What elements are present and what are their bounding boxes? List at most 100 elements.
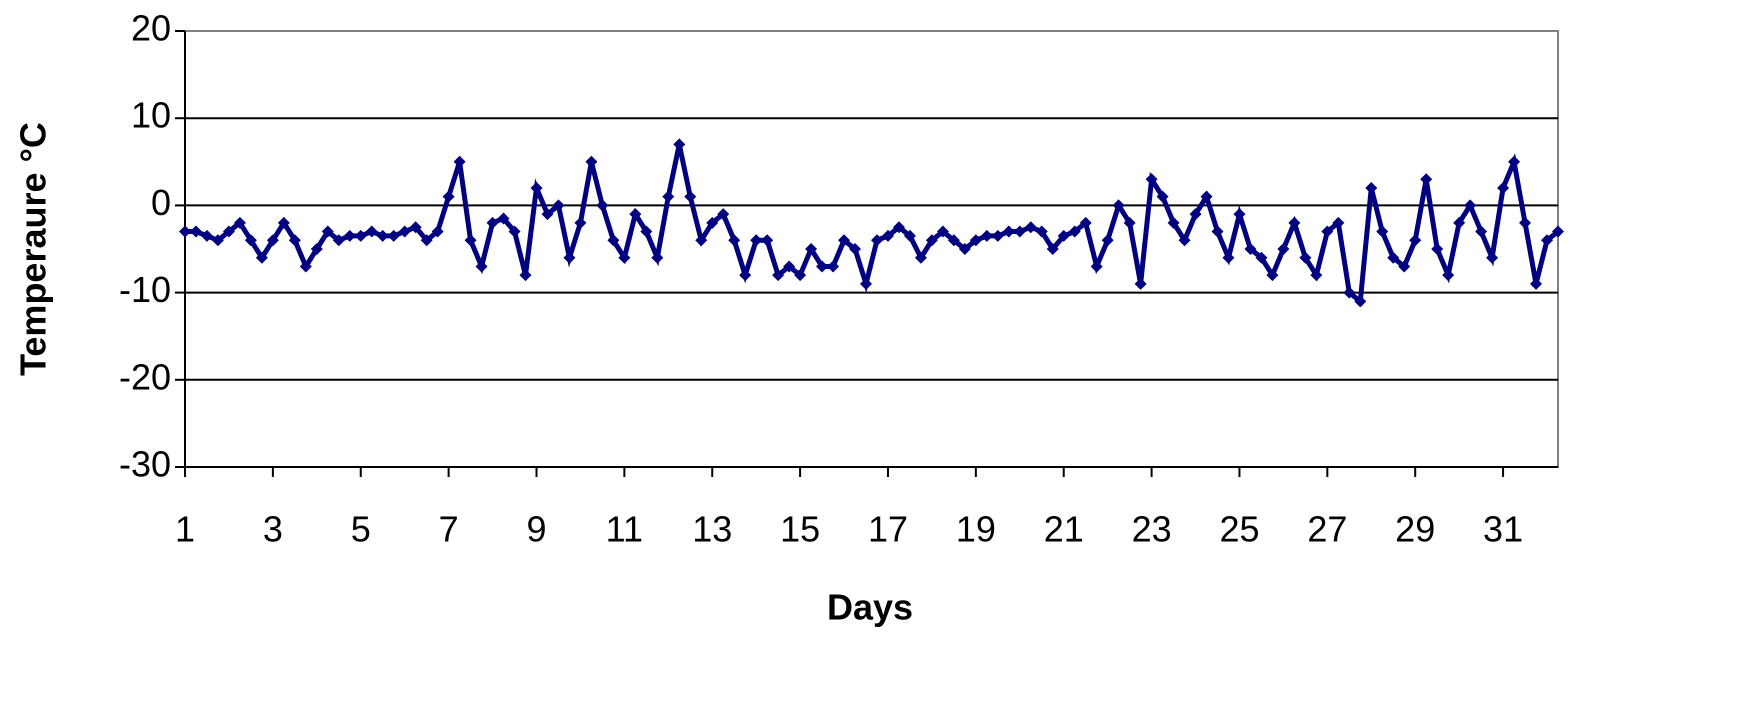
data-point (1475, 225, 1488, 238)
data-point (684, 190, 697, 203)
data-point (750, 234, 763, 247)
data-point (1090, 260, 1103, 273)
x-tick-label: 3 (263, 509, 283, 550)
data-point (1486, 251, 1499, 264)
data-point (838, 234, 851, 247)
data-point (266, 234, 279, 247)
y-tick-label: 0 (151, 182, 171, 223)
data-point (1332, 216, 1345, 229)
data-point (442, 190, 455, 203)
data-point (376, 229, 389, 242)
data-point (211, 234, 224, 247)
data-point (1277, 243, 1290, 255)
data-point (805, 243, 818, 255)
data-point (200, 229, 213, 242)
data-point (1068, 225, 1081, 238)
data-point (695, 234, 708, 247)
data-point (1013, 225, 1026, 238)
y-tick-label: -10 (119, 269, 171, 310)
data-point (574, 216, 587, 229)
y-tick-label: 10 (131, 95, 171, 136)
data-point (914, 251, 927, 264)
x-axis-label: Days (827, 587, 913, 628)
data-point (881, 229, 894, 242)
data-point (1299, 251, 1312, 264)
data-point (1431, 243, 1444, 255)
data-point (870, 234, 883, 247)
data-point (1233, 208, 1246, 221)
data-point (969, 234, 982, 247)
data-point (189, 225, 202, 238)
data-point (541, 208, 554, 221)
x-tick-label: 19 (956, 509, 996, 550)
data-point (255, 251, 268, 264)
x-tick-label: 11 (606, 509, 643, 550)
data-point (1211, 225, 1224, 238)
data-point (530, 181, 543, 194)
data-point (244, 234, 257, 247)
data-point (222, 225, 235, 238)
data-point (233, 216, 246, 229)
data-point (508, 225, 521, 238)
data-point (354, 229, 367, 242)
data-point (299, 260, 312, 273)
x-tick-label: 13 (692, 509, 732, 550)
data-point (629, 208, 642, 221)
x-tick-label: 7 (439, 509, 459, 550)
data-point (1101, 234, 1114, 247)
data-point (1497, 181, 1510, 194)
data-point (651, 251, 664, 264)
data-point (1530, 277, 1543, 290)
data-point (1244, 243, 1257, 255)
x-tick-label: 21 (1044, 509, 1084, 550)
data-point (1398, 260, 1411, 273)
data-point (1035, 225, 1048, 238)
data-point (486, 216, 499, 229)
data-point (475, 260, 488, 273)
data-point (453, 155, 466, 168)
x-tick-label: 15 (780, 509, 820, 550)
data-point (1123, 216, 1136, 229)
data-point (179, 225, 191, 238)
data-point (618, 251, 631, 264)
data-point (1266, 269, 1279, 282)
data-point (1255, 251, 1268, 264)
data-point (1002, 225, 1015, 238)
x-tick-label: 25 (1219, 509, 1259, 550)
data-point (739, 269, 752, 282)
data-point (783, 260, 796, 273)
data-point (563, 251, 576, 264)
data-point (464, 234, 477, 247)
data-point (332, 234, 345, 247)
data-point (277, 216, 290, 229)
data-point (1552, 225, 1564, 238)
data-point (1189, 208, 1202, 221)
data-point (1464, 199, 1477, 212)
data-point (1178, 234, 1191, 247)
data-point (343, 229, 356, 242)
data-point (761, 234, 774, 247)
data-point (1310, 269, 1323, 282)
data-point (497, 212, 510, 225)
data-point (1541, 234, 1554, 247)
data-point (1376, 225, 1389, 238)
data-point (398, 225, 411, 238)
data-point (1079, 216, 1092, 229)
data-point (1024, 221, 1037, 234)
x-tick-label: 29 (1395, 509, 1435, 550)
data-point (596, 199, 609, 212)
data-point (827, 260, 840, 273)
y-axis-label: Temperaure °C (13, 122, 54, 376)
data-point (991, 229, 1004, 242)
x-tick-label: 1 (175, 509, 195, 550)
data-point (936, 225, 949, 238)
data-point (717, 208, 730, 221)
data-point (1519, 216, 1532, 229)
data-point (1387, 251, 1400, 264)
data-point (640, 225, 653, 238)
data-point (1046, 243, 1059, 255)
data-point (816, 260, 829, 273)
data-point (728, 234, 741, 247)
data-point (706, 216, 719, 229)
